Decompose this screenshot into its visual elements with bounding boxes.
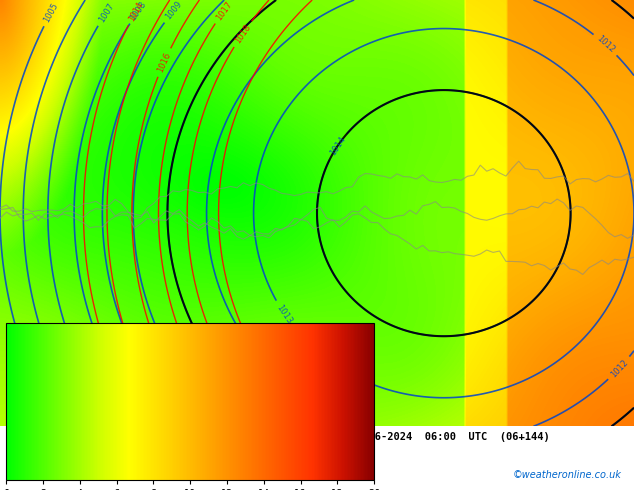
Text: 1019: 1019: [280, 393, 301, 415]
Text: 1018: 1018: [233, 23, 252, 45]
Text: ©weatheronline.co.uk: ©weatheronline.co.uk: [512, 470, 621, 480]
Text: 1005: 1005: [42, 1, 60, 24]
Text: Surface pressure  Spread  mean+σ  [hPa]  ECMWF     Mo  03-06-2024  06:00  UTC  (: Surface pressure Spread mean+σ [hPa] ECM…: [6, 431, 550, 441]
Text: 1007: 1007: [97, 1, 115, 24]
Text: 1008: 1008: [129, 0, 148, 22]
Text: 1013: 1013: [275, 303, 294, 325]
Text: 1014: 1014: [127, 0, 145, 23]
Text: 1015: 1015: [150, 397, 168, 420]
Text: 1012: 1012: [609, 358, 630, 379]
Text: 1011: 1011: [246, 400, 268, 421]
Text: 1006: 1006: [65, 396, 83, 419]
Text: 1014: 1014: [328, 135, 347, 157]
Text: 1010: 1010: [162, 347, 181, 370]
Text: 1009: 1009: [164, 0, 184, 21]
Text: 1017: 1017: [214, 0, 234, 22]
Text: 1012: 1012: [595, 34, 616, 55]
Text: 1012: 1012: [239, 333, 259, 355]
Text: 1016: 1016: [156, 51, 172, 74]
